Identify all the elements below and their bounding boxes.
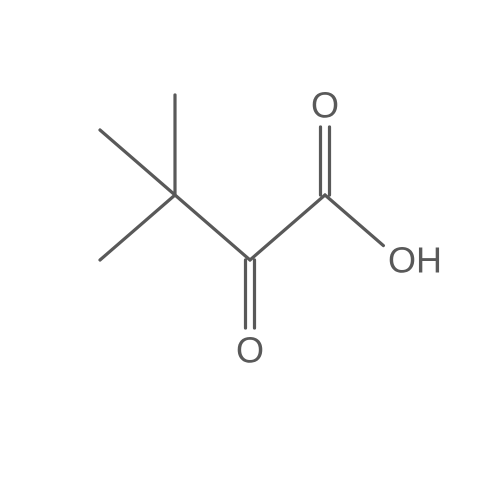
single-bond (325, 195, 383, 246)
single-bond (175, 195, 250, 260)
single-bond (100, 195, 175, 260)
molecule-diagram: O O OH (0, 0, 500, 500)
atom-label-o_oh: OH (388, 240, 442, 281)
single-bond (250, 195, 325, 260)
atom-label-o_keto: O (236, 330, 264, 371)
single-bond (100, 130, 175, 195)
atom-label-o_dbl: O (311, 85, 339, 126)
